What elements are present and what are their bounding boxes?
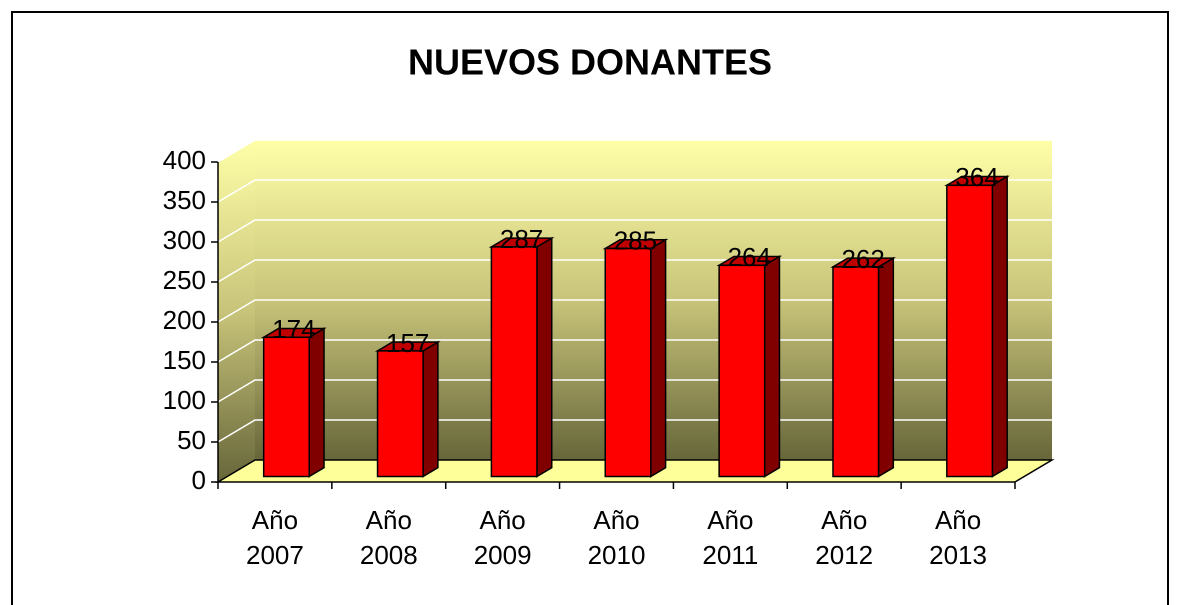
bar xyxy=(376,350,424,478)
data-label: 287 xyxy=(500,224,543,254)
y-tick-label: 0 xyxy=(192,465,206,495)
grid-line xyxy=(217,179,1052,203)
x-tick-label: Año 2008 xyxy=(360,505,418,570)
y-tick-label: 150 xyxy=(163,345,206,375)
plot-area: 0 50 100 150 200 250 300 350 400 Año 2007 174 Año 200… xyxy=(163,139,1055,570)
x-tick-label: Año 2013 xyxy=(929,505,987,570)
bar-side xyxy=(422,340,439,478)
x-tick-label: Año 2011 xyxy=(702,505,758,570)
data-label: 157 xyxy=(386,328,429,358)
y-tick-label: 400 xyxy=(163,145,206,175)
bar-side xyxy=(650,238,667,478)
bar xyxy=(946,184,994,478)
y-tick-label: 250 xyxy=(163,265,206,295)
bar-side xyxy=(308,327,325,478)
grid-line xyxy=(217,419,1052,443)
bar xyxy=(490,246,538,478)
grid-line xyxy=(217,139,1052,163)
y-tick-label: 350 xyxy=(163,185,206,215)
bar-side xyxy=(877,256,895,478)
bar xyxy=(718,264,766,478)
y-tick-label: 100 xyxy=(163,385,206,415)
grid-line xyxy=(217,219,1052,243)
grid-line xyxy=(217,259,1052,283)
x-tick-label: Año 2009 xyxy=(474,505,532,570)
bar xyxy=(832,266,880,478)
x-tick-label: Año 2010 xyxy=(588,505,646,570)
y-tick-label: 300 xyxy=(163,225,206,255)
y-tick-label: 50 xyxy=(177,425,206,455)
bar xyxy=(262,336,310,478)
data-label: 285 xyxy=(614,225,657,255)
data-label: 174 xyxy=(272,314,315,344)
data-label: 262 xyxy=(841,244,884,274)
grid-line xyxy=(217,299,1052,323)
chart-title: NUEVOS DONANTES xyxy=(408,42,772,83)
x-tick-label: Año 2012 xyxy=(815,505,873,570)
data-label: 364 xyxy=(955,162,998,192)
bar-side xyxy=(991,175,1008,478)
x-tick-label: Año 2007 xyxy=(246,505,304,570)
bar-side xyxy=(536,236,553,478)
grid-line xyxy=(217,379,1052,403)
y-tick-label: 200 xyxy=(163,305,206,335)
bar-side xyxy=(763,255,781,478)
grid-line xyxy=(217,339,1052,363)
bar xyxy=(604,247,652,478)
data-label: 264 xyxy=(728,242,771,272)
